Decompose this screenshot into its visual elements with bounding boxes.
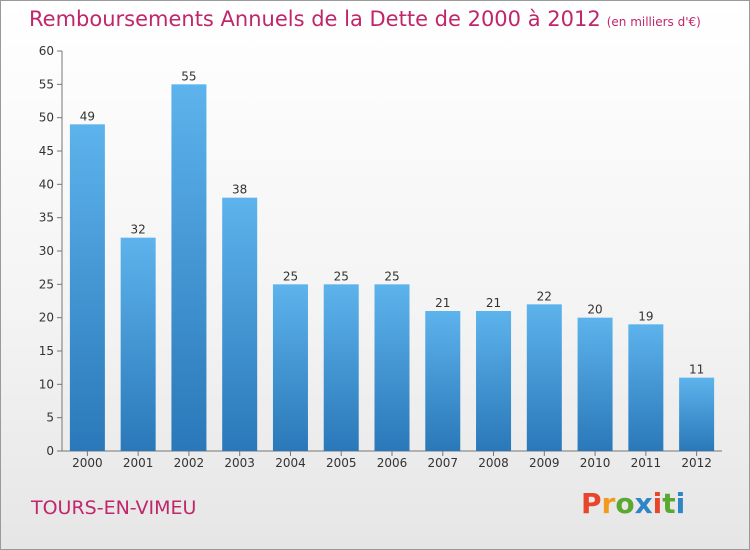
bar-value-label: 32 xyxy=(131,223,146,237)
y-tick-label: 35 xyxy=(39,211,54,225)
x-tick-label: 2003 xyxy=(224,456,255,470)
logo-letter: o xyxy=(615,487,635,520)
bar-value-label: 11 xyxy=(689,363,704,377)
bar-2002 xyxy=(171,84,207,451)
y-tick-label: 15 xyxy=(39,344,54,358)
bar-2007 xyxy=(425,311,461,451)
bar-value-label: 25 xyxy=(283,269,298,283)
x-tick-label: 2009 xyxy=(529,456,560,470)
bar-2008 xyxy=(476,311,512,451)
bar-value-label: 20 xyxy=(587,303,602,317)
logo-letter: x xyxy=(634,487,653,520)
x-tick-label: 2011 xyxy=(631,456,662,470)
y-tick-label: 45 xyxy=(39,144,54,158)
bar-value-label: 25 xyxy=(334,269,349,283)
bar-2003 xyxy=(222,197,258,451)
y-tick-label: 50 xyxy=(39,111,54,125)
x-tick-label: 2008 xyxy=(478,456,509,470)
x-tick-label: 2006 xyxy=(377,456,408,470)
bar-2009 xyxy=(526,304,562,451)
y-tick-label: 5 xyxy=(46,411,54,425)
chart-title-text: Remboursements Annuels de la Dette de 20… xyxy=(29,7,601,31)
x-tick-label: 2005 xyxy=(326,456,357,470)
chart-title: Remboursements Annuels de la Dette de 20… xyxy=(29,7,701,31)
bar-2012 xyxy=(679,377,715,451)
y-tick-label: 20 xyxy=(39,311,54,325)
bar-value-label: 55 xyxy=(181,69,196,83)
x-tick-label: 2001 xyxy=(123,456,154,470)
bar-value-label: 22 xyxy=(537,289,552,303)
x-tick-label: 2010 xyxy=(580,456,611,470)
commune-name: TOURS-EN-VIMEU xyxy=(31,497,197,519)
x-tick-label: 2000 xyxy=(72,456,103,470)
bar-value-label: 21 xyxy=(435,296,450,310)
logo-letter: r xyxy=(601,487,616,520)
y-tick-label: 10 xyxy=(39,377,54,391)
y-tick-label: 40 xyxy=(39,177,54,191)
logo-letter: i xyxy=(652,487,663,520)
logo-letter: t xyxy=(662,487,676,520)
bar-2005 xyxy=(323,284,359,451)
bar-value-label: 49 xyxy=(80,109,95,123)
y-tick-label: 55 xyxy=(39,77,54,91)
y-tick-label: 25 xyxy=(39,277,54,291)
bar-2001 xyxy=(120,237,156,451)
x-tick-label: 2002 xyxy=(174,456,205,470)
bar-value-label: 19 xyxy=(638,309,653,323)
x-tick-label: 2004 xyxy=(275,456,306,470)
x-tick-label: 2012 xyxy=(681,456,712,470)
bar-2011 xyxy=(628,324,664,451)
y-tick-label: 60 xyxy=(39,44,54,58)
bar-value-label: 38 xyxy=(232,183,247,197)
chart-unit-label: (en milliers d'€) xyxy=(606,15,701,29)
y-tick-label: 0 xyxy=(46,444,54,458)
bar-2004 xyxy=(272,284,308,451)
bar-2010 xyxy=(577,317,613,451)
bar-2000 xyxy=(69,124,105,451)
x-tick-label: 2007 xyxy=(427,456,458,470)
y-tick-label: 30 xyxy=(39,244,54,258)
proxiti-logo: Proxiti xyxy=(581,487,685,520)
bar-value-label: 25 xyxy=(384,269,399,283)
bar-value-label: 21 xyxy=(486,296,501,310)
logo-letter: i xyxy=(675,487,686,520)
logo-letter: P xyxy=(581,487,602,520)
bar-2006 xyxy=(374,284,410,451)
